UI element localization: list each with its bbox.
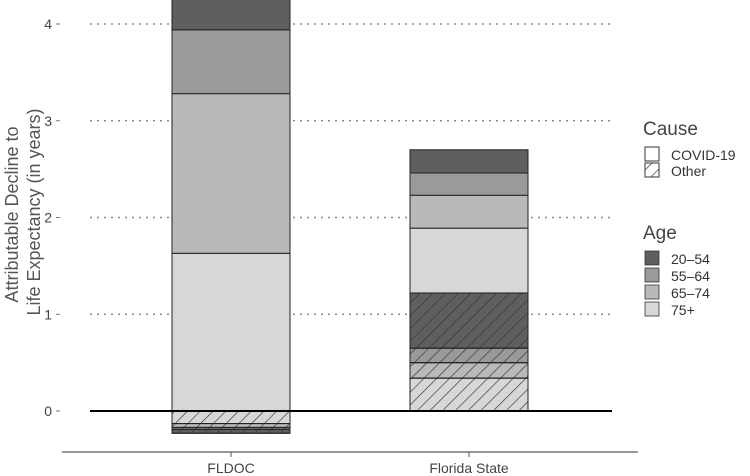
legend-label-age-20-54: 20–54 bbox=[671, 251, 710, 267]
legend-key-age-55-64 bbox=[644, 267, 660, 283]
bars bbox=[171, 0, 529, 434]
y-tick-label: 3 bbox=[44, 113, 52, 129]
gridlines bbox=[90, 23, 612, 316]
legend-age-title: Age bbox=[643, 223, 677, 244]
bar-segment bbox=[171, 29, 291, 95]
y-axis-ticks: 0 1 2 3 4 bbox=[44, 16, 60, 419]
legend-label-other: Other bbox=[671, 163, 706, 179]
legend-item-other: Other bbox=[644, 162, 706, 179]
bar-segment bbox=[171, 93, 291, 254]
x-tick-label: Florida State bbox=[429, 460, 509, 476]
legend-key-age-65-74 bbox=[644, 284, 660, 300]
y-tick-label: 0 bbox=[44, 403, 52, 419]
legend-item-age-65-74: 65–74 bbox=[644, 284, 710, 301]
legend-label-age-65-74: 65–74 bbox=[671, 285, 710, 301]
legend-label-age-55-64: 55–64 bbox=[671, 268, 710, 284]
legend-key-age-20-54 bbox=[644, 250, 660, 266]
legend-label-covid-19: COVID-19 bbox=[671, 147, 736, 163]
bar-segment bbox=[409, 227, 529, 294]
legend-item-age-55-64: 55–64 bbox=[644, 267, 710, 284]
y-axis-label-line-2: Life Expectancy (in years) bbox=[24, 108, 44, 315]
bar-segment-hatch bbox=[171, 428, 291, 434]
x-axis-ticks: FLDOC Florida State bbox=[207, 452, 509, 476]
bar-segment bbox=[409, 172, 529, 196]
bar-segment-hatch bbox=[409, 347, 529, 364]
y-axis-label-line-1: Attributable Decline to bbox=[2, 126, 22, 302]
x-tick-label: FLDOC bbox=[207, 460, 254, 476]
bar-segment-hatch bbox=[409, 377, 529, 412]
legend: Cause COVID-19 Other Age 20–54 55–64 65–… bbox=[643, 119, 736, 318]
legend-label-age-75-plus: 75+ bbox=[671, 302, 695, 318]
legend-item-age-75-plus: 75+ bbox=[644, 301, 695, 318]
legend-cause-title: Cause bbox=[643, 119, 698, 140]
legend-key-age-75-plus bbox=[644, 301, 660, 317]
bar-segment-hatch bbox=[409, 362, 529, 379]
bar-segment-hatch bbox=[171, 410, 291, 425]
legend-item-covid: COVID-19 bbox=[644, 146, 736, 163]
bar-segment bbox=[409, 149, 529, 174]
bar-segment bbox=[171, 252, 291, 412]
legend-key-covid-19 bbox=[644, 146, 660, 162]
legend-item-age-20-54: 20–54 bbox=[644, 250, 710, 267]
legend-key-other bbox=[644, 162, 660, 178]
y-tick-label: 4 bbox=[44, 16, 52, 32]
y-axis-label: Attributable Decline to Life Expectancy … bbox=[2, 108, 44, 315]
bar-segment bbox=[409, 194, 529, 229]
bar-segment-hatch bbox=[409, 292, 529, 349]
y-tick-label: 2 bbox=[44, 210, 52, 226]
y-tick-label: 1 bbox=[44, 306, 52, 322]
bar-segment-hatch bbox=[171, 423, 291, 428]
bar-segment bbox=[171, 0, 291, 31]
